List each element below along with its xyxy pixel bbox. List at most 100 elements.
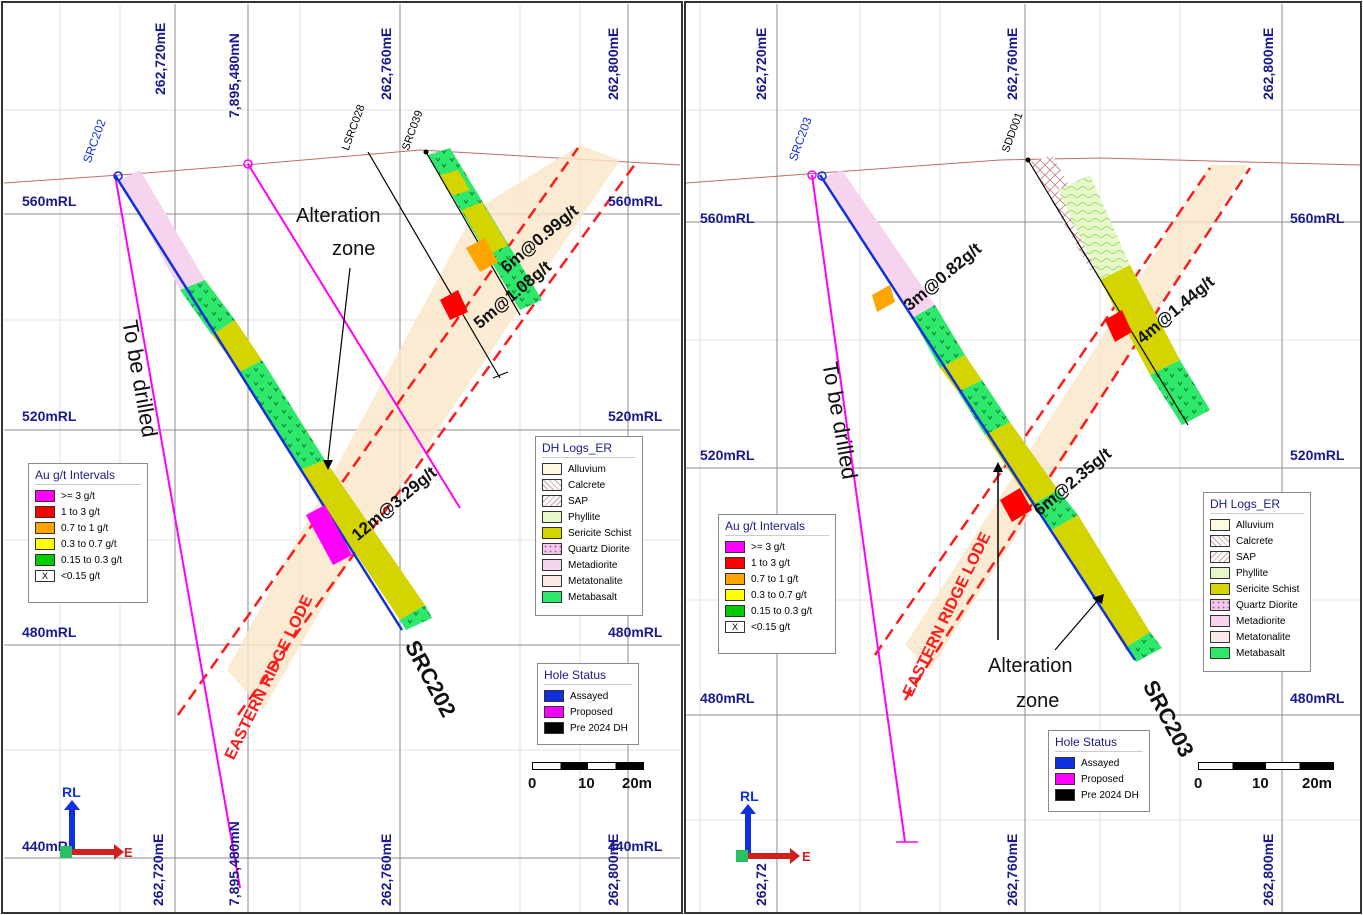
- left-scale-bar: [532, 762, 644, 770]
- dh-item: Alluvium: [568, 463, 606, 475]
- dh-item: Sericite Schist: [568, 527, 632, 539]
- left-src202-metadiorite: [120, 170, 205, 290]
- left-scale-0: 0: [528, 775, 537, 792]
- dh-item: Sericite Schist: [1236, 583, 1300, 595]
- left-src202-metabasalt-1: [180, 280, 235, 335]
- au-item: >= 3 g/t: [61, 490, 95, 502]
- right-alteration-label: Alteration: [988, 655, 1073, 677]
- hole-item: Pre 2024 DH: [570, 722, 628, 734]
- dh-item: Phyllite: [1236, 567, 1269, 579]
- left-rl-520: 520mRL: [22, 408, 77, 424]
- dh-item: Metatonalite: [568, 575, 623, 587]
- right-scale-10: 10: [1252, 775, 1269, 792]
- left-lode-dash-lower: [236, 159, 640, 716]
- left-intercept-5m: [440, 290, 468, 320]
- hole-legend-title: Hole Status: [1055, 735, 1143, 752]
- left-origin-marker: [60, 846, 72, 858]
- right-e-axis-arrow: [748, 853, 792, 859]
- au-swatch-3plus: [35, 490, 55, 502]
- left-collar-src202: [113, 171, 123, 181]
- left-proposed-hole-2: [247, 163, 461, 509]
- left-src202-sericite-1: [212, 320, 262, 372]
- left-src202-trace: [113, 174, 404, 631]
- left-bottom-easting-1: 262,720mE: [150, 833, 166, 906]
- hole-item: Proposed: [570, 706, 613, 718]
- right-proposed-hole: [811, 174, 906, 843]
- au-item: 1 to 3 g/t: [751, 557, 790, 569]
- right-lode-dash-lower: [903, 167, 1252, 701]
- right-dh-legend: DH Logs_ER Alluvium Calcrete SAP Phyllit…: [1203, 492, 1311, 672]
- right-rl-axis-arrow: [745, 812, 751, 854]
- right-bottom-easting-3: 262,800mE: [1260, 833, 1276, 906]
- right-alteration-arrow-2: [1054, 599, 1099, 651]
- right-scale-0: 0: [1194, 775, 1203, 792]
- left-scale-20: 20m: [622, 775, 653, 792]
- left-rl-440-right: 440mRL: [608, 838, 663, 854]
- dh-item: Quartz Diorite: [568, 543, 630, 555]
- right-top-easting-2: 262,760mE: [1004, 27, 1020, 100]
- right-origin-marker: [736, 850, 748, 862]
- left-intercept-12m: [306, 505, 352, 565]
- left-rl-560-right: 560mRL: [608, 193, 663, 209]
- au-item: 0.15 to 0.3 g/t: [61, 554, 123, 566]
- left-lode-dash-upper: [176, 147, 580, 716]
- right-rl-560-right: 560mRL: [1290, 210, 1345, 226]
- hole-legend-title: Hole Status: [544, 668, 632, 685]
- right-zone-label: zone: [1016, 690, 1060, 712]
- right-intercept-4m: [1105, 310, 1132, 342]
- left-rl-arrowhead: [64, 800, 80, 810]
- left-panel: [3, 4, 681, 912]
- left-intercept-6m: [466, 238, 498, 272]
- dh-item: SAP: [568, 495, 589, 507]
- right-sdd001-metabasalt: [1150, 360, 1210, 425]
- au-legend-title: Au g/t Intervals: [725, 519, 829, 536]
- right-scale-bar: [1198, 762, 1334, 770]
- right-sdd001-sericite: [1100, 265, 1180, 375]
- dh-item: Calcrete: [1236, 535, 1274, 547]
- left-proposed-hole-1: [114, 174, 241, 889]
- right-rl-arrowhead: [740, 804, 756, 814]
- left-e-arrowhead: [114, 844, 124, 860]
- left-src039-trace: [425, 151, 521, 316]
- left-rl-axis-label: RL: [62, 784, 81, 800]
- left-rl-480-right: 480mRL: [608, 624, 663, 640]
- right-src203-metadiorite: [822, 170, 935, 318]
- right-alteration-band: [905, 165, 1248, 670]
- left-alteration-arrow: [327, 267, 351, 461]
- left-e-axis-label: E: [124, 845, 133, 860]
- au-legend-title: Au g/t Intervals: [35, 468, 141, 485]
- left-dh-legend: DH Logs_ER Alluvium Calcrete SAP Phyllit…: [535, 436, 643, 616]
- left-top-easting-1: 262,720mE: [152, 22, 168, 95]
- hole-item: Proposed: [1081, 773, 1124, 785]
- right-lode-dash-upper: [873, 167, 1212, 656]
- right-bottom-easting-2: 262,760mE: [1004, 833, 1020, 906]
- left-top-easting-2: 262,760mE: [378, 27, 394, 100]
- hole-item: Pre 2024 DH: [1081, 789, 1139, 801]
- left-bottom-easting-2: 262,760mE: [378, 833, 394, 906]
- au-item: 0.3 to 0.7 g/t: [751, 589, 807, 601]
- left-src202-sericite-2: [300, 460, 425, 620]
- left-rl-axis-arrow: [69, 808, 75, 850]
- right-src203-metabasalt-1: [912, 305, 965, 368]
- right-intercept-6m: [1000, 488, 1032, 522]
- dh-legend-title: DH Logs_ER: [1210, 497, 1304, 514]
- dh-item: Phyllite: [568, 511, 601, 523]
- left-rl-520-right: 520mRL: [608, 408, 663, 424]
- right-rl-480-right: 480mRL: [1290, 690, 1345, 706]
- dh-legend-title: DH Logs_ER: [542, 441, 636, 458]
- right-top-easting-3: 262,800mE: [1260, 27, 1276, 100]
- right-panel: [685, 4, 1361, 912]
- hole-item: Assayed: [1081, 757, 1120, 769]
- right-topography-line: [685, 157, 1361, 184]
- au-item: <0.15 g/t: [61, 570, 101, 582]
- right-src203-sericite: [1052, 515, 1150, 648]
- right-minor-grid: [686, 4, 1360, 912]
- right-au-legend: Au g/t Intervals >= 3 g/t 1 to 3 g/t 0.7…: [718, 514, 836, 654]
- left-top-easting-3: 262,800mE: [605, 27, 621, 100]
- dh-item: Metadiorite: [568, 559, 618, 571]
- left-e-axis-arrow: [72, 849, 116, 855]
- right-e-arrowhead: [790, 848, 800, 864]
- left-rl-480: 480mRL: [22, 624, 77, 640]
- dh-item: SAP: [1236, 551, 1257, 563]
- left-alteration-label: Alteration: [296, 205, 381, 227]
